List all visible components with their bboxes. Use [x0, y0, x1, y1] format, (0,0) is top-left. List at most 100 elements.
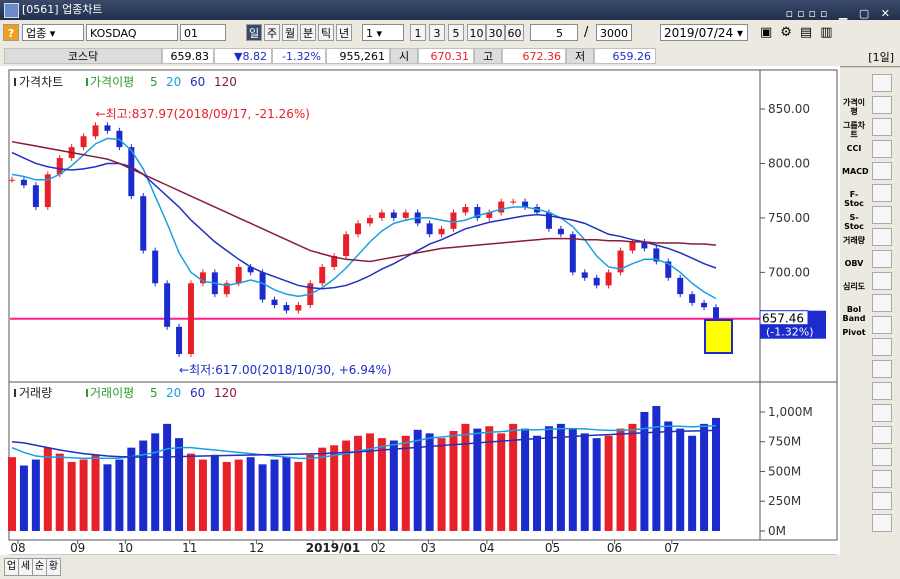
period-button[interactable]: 주	[264, 24, 280, 41]
legend-entry: 5	[150, 386, 158, 400]
interval-button[interactable]: 60	[505, 24, 524, 41]
drawing-tool[interactable]	[872, 118, 892, 136]
window-controls[interactable]: ▫▫▫▫ ▁ ▢ ✕	[785, 7, 894, 20]
indicator-button[interactable]: S-Stoc	[844, 213, 864, 231]
drawing-tool[interactable]	[872, 206, 892, 224]
open-label: 시	[390, 48, 418, 64]
drawing-tool[interactable]	[872, 404, 892, 422]
drawing-tool[interactable]	[872, 228, 892, 246]
drawing-tool[interactable]	[872, 360, 892, 378]
index-select[interactable]: KOSDAQ	[86, 24, 178, 41]
period-button[interactable]: 일	[246, 24, 262, 41]
count-input[interactable]: 5	[530, 24, 578, 41]
x-tick-label: 09	[70, 541, 85, 555]
indicator-button[interactable]: F-Stoc	[844, 190, 864, 208]
volume-bar	[330, 445, 339, 531]
drawing-tool[interactable]	[872, 272, 892, 290]
drawing-tool[interactable]	[872, 470, 892, 488]
bottom-tab[interactable]: 업	[4, 558, 19, 576]
legend-marker	[14, 389, 16, 397]
volume-bar	[700, 423, 709, 531]
interval-button[interactable]: 1	[410, 24, 426, 41]
drawing-tool[interactable]	[872, 492, 892, 510]
drawing-tool[interactable]	[872, 74, 892, 92]
candle-body	[140, 196, 147, 251]
help-button[interactable]: ?	[3, 24, 19, 41]
indicator-button[interactable]: 심리도	[842, 282, 866, 291]
legend-entry: 20	[166, 386, 181, 400]
legend-entry: 5	[150, 75, 158, 89]
bottom-tab[interactable]: 황	[46, 558, 61, 576]
x-tick-label: 04	[479, 541, 494, 555]
volume-bar	[79, 459, 88, 531]
date-select[interactable]: 2019/07/24 ▾	[660, 24, 748, 41]
candle-body	[677, 277, 684, 295]
last-price-label: 657.46	[762, 312, 804, 326]
x-tick-label: 07	[664, 541, 679, 555]
indicator-button[interactable]: 거래량	[842, 236, 866, 245]
drawing-tool[interactable]	[872, 338, 892, 356]
indicator-button[interactable]: OBV	[844, 259, 864, 268]
volume-bar	[533, 435, 542, 531]
indicator-button[interactable]: 가격이평	[842, 98, 866, 116]
code-input[interactable]: 01	[180, 24, 226, 41]
candle-body	[164, 283, 171, 327]
y-tick-label: 750M	[768, 435, 801, 449]
volume-bar	[43, 447, 52, 531]
interval-button[interactable]: 10	[467, 24, 486, 41]
drawing-tool[interactable]	[872, 140, 892, 158]
drawing-tool[interactable]	[872, 382, 892, 400]
period-button[interactable]: 분	[300, 24, 316, 41]
volume-bar	[67, 461, 76, 531]
volume-bar	[258, 464, 267, 531]
unit-select[interactable]: 1 ▾	[362, 24, 404, 41]
volume-bar	[401, 435, 410, 531]
drawing-tool[interactable]	[872, 426, 892, 444]
volume-bar	[55, 453, 64, 531]
price-pane: 850.00 800.00 750.00 700.00 08 09 10 11 12 2019/0…	[9, 75, 826, 555]
drawing-tool[interactable]	[872, 448, 892, 466]
volume-bar	[246, 457, 255, 531]
drawing-tool[interactable]	[872, 294, 892, 312]
drawing-tool[interactable]	[872, 96, 892, 114]
volume-bar	[461, 423, 470, 531]
volume-bar	[234, 459, 243, 531]
indicator-button[interactable]: Pivot	[842, 328, 866, 337]
bottom-tab[interactable]: 순	[32, 558, 47, 576]
volume-bar	[521, 428, 530, 531]
legend-ma-label: 가격이평	[90, 75, 134, 89]
drawing-tool[interactable]	[872, 514, 892, 532]
drawing-tool[interactable]	[872, 316, 892, 334]
drawing-tool[interactable]	[872, 184, 892, 202]
candle-body	[689, 294, 696, 303]
tool-icons[interactable]: ▣⚙▤▥	[760, 25, 841, 40]
interval-button[interactable]: 3	[429, 24, 445, 41]
indicator-button[interactable]: CCI	[846, 144, 862, 153]
bottom-tab[interactable]: 세	[18, 558, 33, 576]
indicator-button[interactable]: 그룹차트	[842, 121, 866, 139]
interval-button[interactable]: 5	[448, 24, 464, 41]
total-input[interactable]: 3000	[596, 24, 632, 41]
interval-button[interactable]: 30	[486, 24, 505, 41]
period-button[interactable]: 월	[282, 24, 298, 41]
indicator-button[interactable]: Bol Band	[842, 305, 866, 323]
drawing-tool[interactable]	[872, 162, 892, 180]
candle-body	[522, 201, 529, 208]
candle-body	[557, 228, 564, 235]
candle-body	[653, 248, 660, 262]
period-tag: [1일]	[868, 51, 894, 64]
drawing-tool[interactable]	[872, 250, 892, 268]
legend-entry: 120	[214, 386, 237, 400]
chart-area: 850.00 800.00 750.00 700.00 08 09 10 11 12 2019/0…	[0, 66, 840, 555]
volume-bar	[544, 426, 553, 531]
candle-body	[605, 272, 612, 286]
volume-bar	[413, 429, 422, 531]
market-select[interactable]: 업종 ▾	[22, 24, 84, 41]
candle-body	[569, 234, 576, 273]
indicator-button[interactable]: MACD	[842, 167, 869, 176]
period-button[interactable]: 틱	[318, 24, 334, 41]
period-button[interactable]: 년	[336, 24, 352, 41]
candle-body	[80, 136, 87, 148]
